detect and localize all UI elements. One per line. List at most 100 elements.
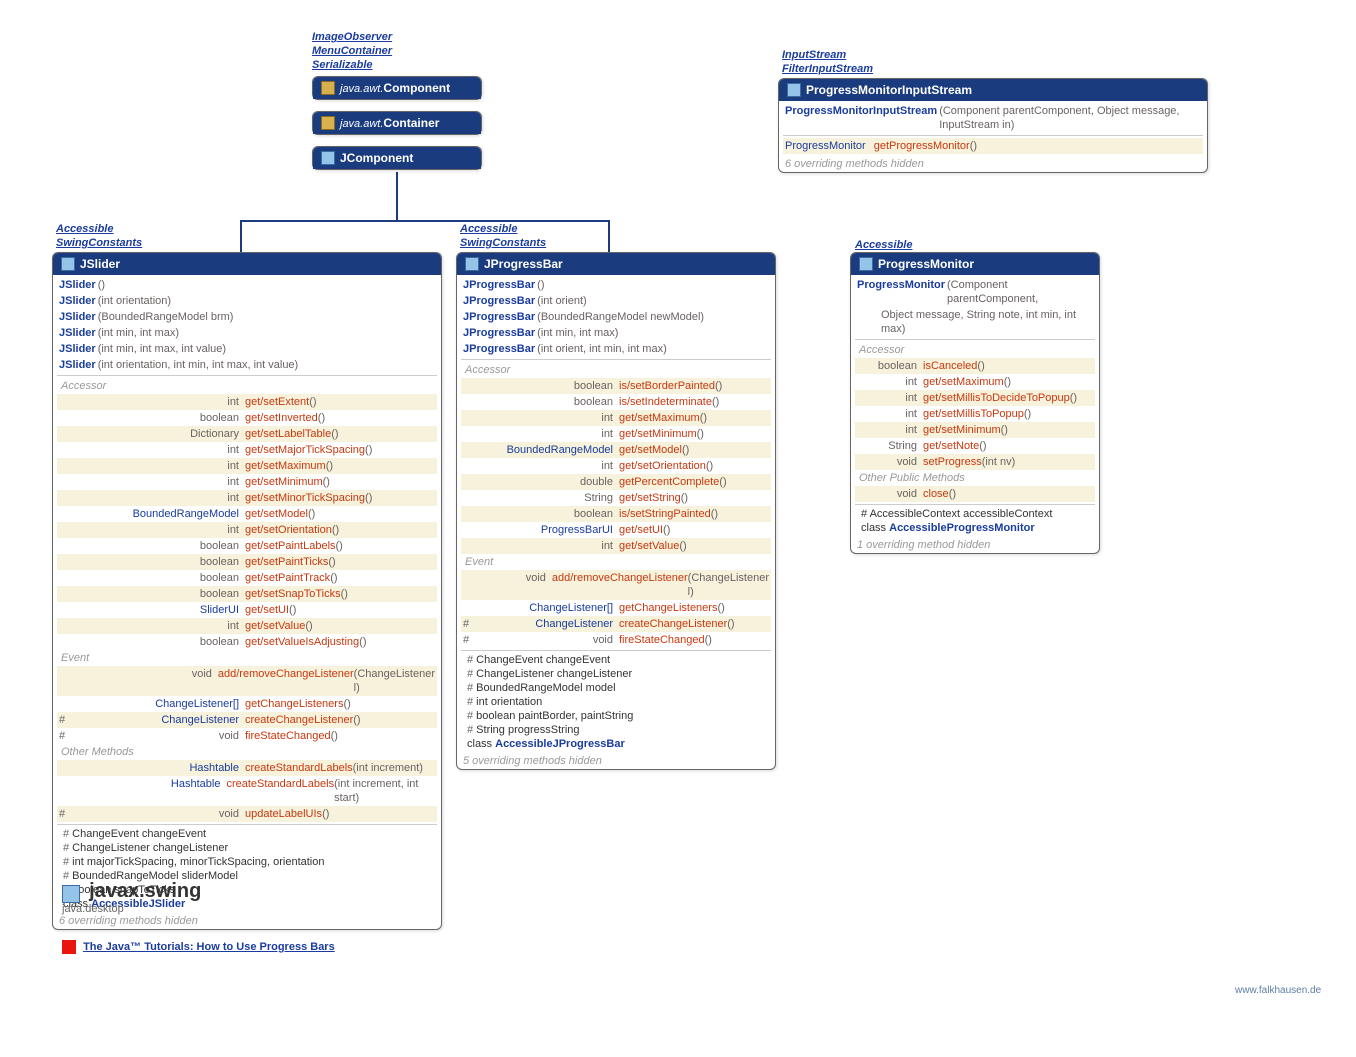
connector xyxy=(396,172,398,220)
interface-label[interactable]: SwingConstants xyxy=(460,236,546,250)
inner-class: class AccessibleJProgressBar xyxy=(461,737,771,751)
ctor-params: Object message, String note, int min, in… xyxy=(857,308,1093,336)
class-icon xyxy=(321,116,335,130)
tutorial-link[interactable]: The Java™ Tutorials: How to Use Progress… xyxy=(62,940,335,954)
class-name: Container xyxy=(383,116,439,130)
ctor-row: JProgressBar() xyxy=(461,277,771,293)
class-header[interactable]: ProgressMonitorInputStream xyxy=(779,79,1207,101)
connector xyxy=(608,220,610,252)
method-row: booleanget/setPaintTrack() xyxy=(57,570,437,586)
class-icon xyxy=(321,151,335,165)
method-row: booleanget/setInverted() xyxy=(57,410,437,426)
class-name: JComponent xyxy=(340,151,413,165)
inner-class: class AccessibleProgressMonitor xyxy=(855,521,1095,535)
class-component[interactable]: java.awt.Component xyxy=(312,76,482,100)
ctor-params: (Component parentComponent, xyxy=(947,278,1093,306)
method-row: booleanget/setPaintTicks() xyxy=(57,554,437,570)
interface-label[interactable]: Serializable xyxy=(312,58,392,72)
footer-note: 5 overriding methods hidden xyxy=(457,753,775,769)
interface-label[interactable]: FilterInputStream xyxy=(782,62,873,76)
jslider-interfaces: Accessible SwingConstants xyxy=(56,222,142,250)
ctor-name: ProgressMonitor xyxy=(857,278,945,306)
ctor-row: JSlider(BoundedRangeModel brm) xyxy=(57,309,437,325)
section-label: Accessor xyxy=(855,342,1095,358)
field-row: # String progressString xyxy=(461,723,771,737)
oracle-icon xyxy=(62,940,76,954)
footer-note: 1 overriding method hidden xyxy=(851,537,1099,553)
method-row: Stringget/setString() xyxy=(461,490,771,506)
method-row: intget/setValue() xyxy=(57,618,437,634)
method-row: #voidfireStateChanged() xyxy=(57,728,437,744)
class-icon xyxy=(465,257,479,271)
method-row: voidsetProgress(int nv) xyxy=(855,454,1095,470)
class-header[interactable]: JProgressBar xyxy=(457,253,775,275)
section-label: Event xyxy=(461,554,771,570)
class-pmis: ProgressMonitorInputStream ProgressMonit… xyxy=(778,78,1208,173)
method-name: getProgressMonitor xyxy=(874,139,970,153)
field-row: # ChangeListener changeListener xyxy=(57,841,437,855)
method-row: intget/setOrientation() xyxy=(461,458,771,474)
method-row: ChangeListener[]getChangeListeners() xyxy=(57,696,437,712)
method-row: intget/setMaximum() xyxy=(57,458,437,474)
attribution[interactable]: www.falkhausen.de xyxy=(1235,985,1321,996)
method-row: intget/setMillisToDecideToPopup() xyxy=(855,390,1095,406)
method-row: booleanis/setBorderPainted() xyxy=(461,378,771,394)
method-row: intget/setMaximum() xyxy=(461,410,771,426)
tutorial-text: The Java™ Tutorials: How to Use Progress… xyxy=(83,941,335,953)
class-jprogressbar: JProgressBar JProgressBar() JProgressBar(… xyxy=(456,252,776,770)
ctor-name: ProgressMonitorInputStream xyxy=(785,104,937,132)
return-type: ProgressMonitor xyxy=(785,139,866,153)
method-row: Dictionaryget/setLabelTable() xyxy=(57,426,437,442)
method-row: ProgressBarUIget/setUI() xyxy=(461,522,771,538)
module-name: java.desktop xyxy=(62,903,201,915)
ctor-row: JProgressBar(int orient, int min, int ma… xyxy=(461,341,771,357)
interface-label[interactable]: Accessible xyxy=(460,222,546,236)
method-row: ChangeListener[]getChangeListeners() xyxy=(461,600,771,616)
field-row: # boolean paintBorder, paintString xyxy=(461,709,771,723)
section-label: Other Methods xyxy=(57,744,437,760)
class-header[interactable]: ProgressMonitor xyxy=(851,253,1099,275)
interface-label[interactable]: MenuContainer xyxy=(312,44,392,58)
class-jcomponent[interactable]: JComponent xyxy=(312,146,482,170)
method-row: intget/setMillisToPopup() xyxy=(855,406,1095,422)
pmis-interfaces: InputStream FilterInputStream xyxy=(782,48,873,76)
method-params: () xyxy=(970,139,977,153)
method-row: booleanget/setValueIsAdjusting() xyxy=(57,634,437,650)
method-row: doublegetPercentComplete() xyxy=(461,474,771,490)
interface-label[interactable]: InputStream xyxy=(782,48,873,62)
section-label: Event xyxy=(57,650,437,666)
ctor-row: JProgressBar(BoundedRangeModel newModel) xyxy=(461,309,771,325)
method-row: intget/setMinimum() xyxy=(855,422,1095,438)
class-title: JSlider xyxy=(80,257,120,271)
method-row: intget/setMaximum() xyxy=(855,374,1095,390)
method-row: booleanis/setIndeterminate() xyxy=(461,394,771,410)
method-row: intget/setMinorTickSpacing() xyxy=(57,490,437,506)
method-row: intget/setExtent() xyxy=(57,394,437,410)
ctor-row: JSlider() xyxy=(57,277,437,293)
method-row: booleanget/setSnapToTicks() xyxy=(57,586,437,602)
interface-label[interactable]: ImageObserver xyxy=(312,30,392,44)
ctor-row: JSlider(int orientation) xyxy=(57,293,437,309)
interface-label[interactable]: SwingConstants xyxy=(56,236,142,250)
method-row: intget/setMajorTickSpacing() xyxy=(57,442,437,458)
method-row: #voidupdateLabelUIs() xyxy=(57,806,437,822)
field-row: # int majorTickSpacing, minorTickSpacing… xyxy=(57,855,437,869)
package-icon xyxy=(62,885,80,903)
footer-note: 6 overriding methods hidden xyxy=(53,913,441,929)
class-title: ProgressMonitor xyxy=(878,257,974,271)
class-title: JProgressBar xyxy=(484,257,563,271)
interface-label[interactable]: Accessible xyxy=(56,222,142,236)
progressmonitor-interfaces: Accessible xyxy=(855,238,912,252)
pkg-prefix: java.awt. xyxy=(340,83,383,95)
method-row: intget/setValue() xyxy=(461,538,771,554)
class-header[interactable]: JSlider xyxy=(53,253,441,275)
class-container[interactable]: java.awt.Container xyxy=(312,111,482,135)
interface-label[interactable]: Accessible xyxy=(855,238,912,252)
class-name: Component xyxy=(383,81,450,95)
class-title: ProgressMonitorInputStream xyxy=(806,83,972,97)
field-row: # BoundedRangeModel model xyxy=(461,681,771,695)
connector xyxy=(240,220,610,222)
ctor-row: JSlider(int min, int max) xyxy=(57,325,437,341)
method-row: voidadd/removeChangeListener(ChangeListe… xyxy=(57,666,437,696)
section-label: Accessor xyxy=(461,362,771,378)
